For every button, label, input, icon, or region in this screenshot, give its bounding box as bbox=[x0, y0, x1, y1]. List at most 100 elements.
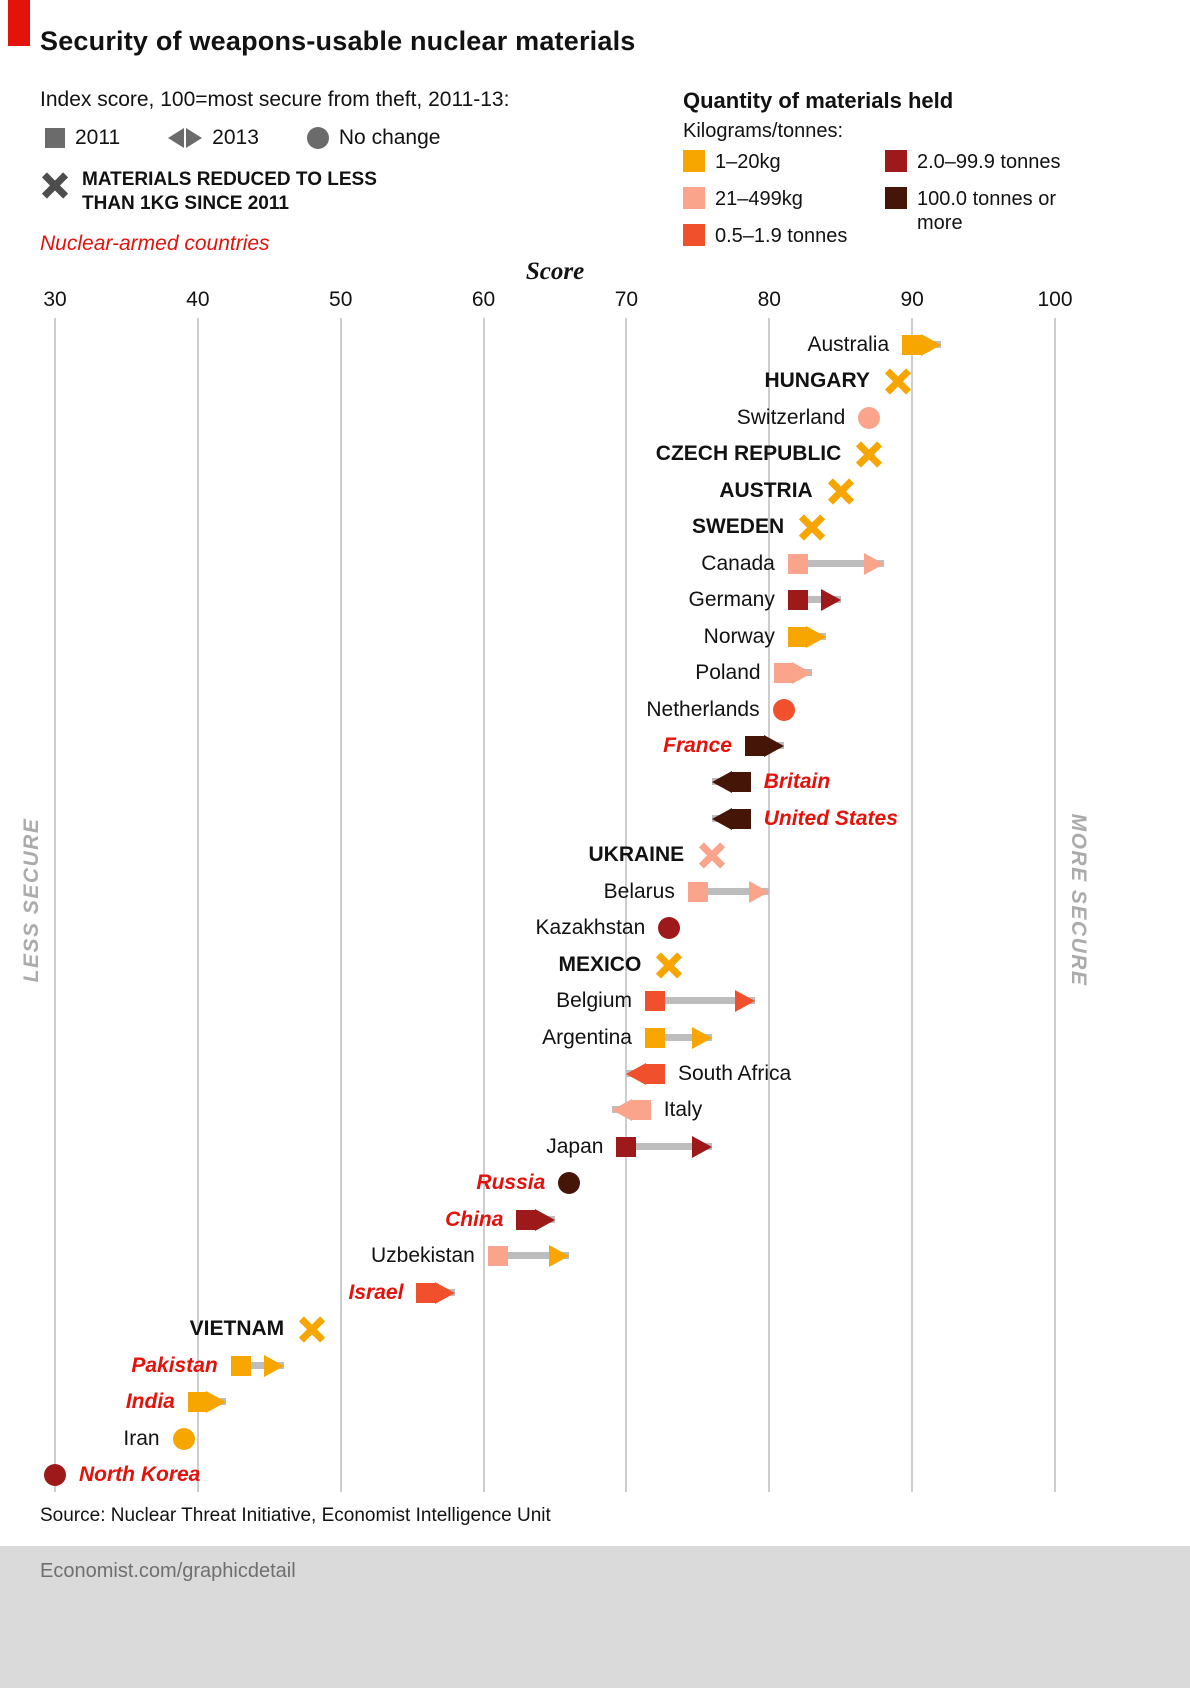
country-label-china: China bbox=[445, 1207, 504, 1231]
gridline-70 bbox=[625, 318, 628, 1492]
index-legend-title: Index score, 100=most secure from theft,… bbox=[40, 88, 510, 111]
nuclear-armed-note: Nuclear-armed countries bbox=[40, 232, 270, 255]
quantity-swatch-icon bbox=[683, 150, 705, 172]
axis-title: Score bbox=[525, 258, 585, 285]
quantity-label: 2.0–99.9 tonnes bbox=[917, 151, 1061, 173]
country-label-belgium: Belgium bbox=[556, 989, 632, 1013]
marker-reduced-x-mexico bbox=[656, 952, 682, 978]
marker-reduced-x-sweden bbox=[799, 514, 825, 540]
marker-2011-square-argentina bbox=[645, 1027, 665, 1048]
legend-no-change-label: No change bbox=[338, 126, 441, 149]
more-secure-label: MORE SECURE bbox=[1067, 813, 1090, 987]
marker-2011-square-canada bbox=[787, 553, 808, 574]
country-label-india: India bbox=[125, 1390, 175, 1414]
index-legend-row: 2011 2013 No change bbox=[45, 126, 440, 150]
marker-2011-square-uzbekistan bbox=[487, 1246, 508, 1267]
country-label-uzbekistan: Uzbekistan bbox=[370, 1244, 475, 1268]
marker-2013-arrow-india bbox=[206, 1391, 227, 1414]
marker-2013-arrow-argentina bbox=[692, 1026, 713, 1049]
quantity-legend-item-21-499kg: 21–499kg bbox=[683, 187, 803, 211]
country-label-canada: Canada bbox=[701, 551, 775, 575]
marker-2011-square-south-africa bbox=[645, 1064, 665, 1084]
marker-2013-arrow-belarus bbox=[749, 880, 770, 903]
quantity-legend-item-2-0-99-9-tonnes: 2.0–99.9 tonnes bbox=[885, 150, 1060, 174]
legend-item-2011: 2011 bbox=[45, 126, 120, 150]
arrow-right-icon bbox=[186, 128, 203, 148]
marker-2013-arrow-australia bbox=[920, 334, 941, 356]
marker-no-change-circle-north-korea bbox=[44, 1463, 66, 1486]
marker-reduced-x-ukraine bbox=[699, 842, 725, 868]
reduced-note-block: MATERIALS REDUCED TO LESS THAN 1KG SINCE… bbox=[40, 168, 377, 216]
change-connector-canada bbox=[797, 559, 884, 567]
marker-2013-arrow-poland bbox=[792, 662, 813, 685]
change-connector-germany bbox=[797, 596, 841, 604]
axis-tick-70: 70 bbox=[614, 288, 639, 311]
gridline-100 bbox=[1054, 318, 1056, 1492]
legend-2011-label: 2011 bbox=[75, 126, 121, 149]
marker-2011-square-belarus bbox=[687, 881, 708, 902]
quantity-swatch-icon bbox=[885, 150, 907, 172]
country-label-hungary: HUNGARY bbox=[764, 369, 870, 393]
country-label-south-africa: South Africa bbox=[678, 1062, 792, 1085]
marker-reduced-x-hungary bbox=[885, 368, 911, 394]
axis-tick-40: 40 bbox=[186, 288, 210, 311]
axis-tick-50: 50 bbox=[329, 288, 353, 311]
marker-2013-arrow-canada bbox=[863, 552, 884, 575]
quantity-legend-subtitle: Kilograms/tonnes: bbox=[683, 120, 844, 142]
quantity-label: 100.0 tonnes or more bbox=[917, 188, 1056, 234]
country-label-united-states: United States bbox=[763, 806, 898, 830]
change-connector-pakistan bbox=[240, 1361, 284, 1369]
country-label-mexico: MEXICO bbox=[558, 952, 642, 976]
less-secure-label: LESS SECURE bbox=[20, 817, 43, 983]
footer-url: Economist.com/graphicdetail bbox=[40, 1560, 296, 1582]
marker-2011-square-united-states bbox=[730, 808, 751, 829]
legend-item-no-change: No change bbox=[306, 126, 441, 150]
marker-2011-square-india bbox=[187, 1392, 208, 1413]
marker-2013-arrow-france bbox=[763, 734, 784, 757]
country-label-russia: Russia bbox=[476, 1171, 546, 1195]
marker-2013-arrow-israel bbox=[435, 1281, 455, 1304]
country-label-vietnam: VIETNAM bbox=[189, 1317, 285, 1341]
marker-no-change-circle-netherlands bbox=[772, 698, 795, 721]
gridline-30 bbox=[54, 318, 56, 1492]
arrow-left-icon bbox=[168, 128, 185, 148]
reduced-note-text: MATERIALS REDUCED TO LESS THAN 1KG SINCE… bbox=[82, 169, 377, 214]
square-2011-icon bbox=[45, 128, 65, 148]
gridline-90 bbox=[911, 318, 914, 1492]
quantity-label: 0.5–1.9 tonnes bbox=[715, 225, 848, 247]
marker-2013-arrow-britain bbox=[712, 771, 733, 794]
country-label-austria: AUSTRIA bbox=[719, 478, 813, 502]
quantity-swatch-icon bbox=[885, 187, 907, 209]
country-label-switzerland: Switzerland bbox=[736, 405, 846, 429]
quantity-label: 21–499kg bbox=[715, 188, 803, 210]
legend-2013-label: 2013 bbox=[212, 126, 259, 149]
gridline-60 bbox=[482, 318, 485, 1492]
change-connector-argentina bbox=[655, 1033, 713, 1041]
marker-2011-square-norway bbox=[787, 626, 808, 647]
axis-tick-80: 80 bbox=[757, 288, 781, 311]
marker-2013-arrow-china bbox=[535, 1208, 555, 1231]
legend-item-2013: 2013 bbox=[168, 126, 259, 150]
quantity-legend-item-100-0-tonnes-or-more: 100.0 tonnes or more bbox=[885, 187, 1067, 235]
footer-band: Economist.com/graphicdetail bbox=[0, 1546, 1190, 1688]
quantity-swatch-icon bbox=[683, 224, 705, 246]
country-label-italy: Italy bbox=[663, 1098, 703, 1122]
country-label-sweden: SWEDEN bbox=[691, 515, 785, 539]
marker-2011-square-germany bbox=[787, 590, 808, 611]
change-connector-japan bbox=[626, 1142, 713, 1150]
axis-tick-60: 60 bbox=[471, 288, 496, 311]
country-label-czech-republic: CZECH REPUBLIC bbox=[655, 442, 842, 466]
marker-2011-square-britain bbox=[730, 772, 751, 793]
country-label-belarus: Belarus bbox=[603, 879, 675, 903]
quantity-legend-item-1-20kg: 1–20kg bbox=[683, 150, 781, 174]
quantity-legend-item-0-5-1-9-tonnes: 0.5–1.9 tonnes bbox=[683, 224, 847, 248]
quantity-legend-title: Quantity of materials held bbox=[683, 88, 954, 113]
arrow-pair-icon bbox=[168, 128, 203, 148]
marker-2011-square-australia bbox=[902, 335, 923, 355]
country-label-norway: Norway bbox=[703, 624, 775, 648]
country-label-netherlands: Netherlands bbox=[646, 697, 760, 721]
country-label-france: France bbox=[663, 733, 732, 757]
source-note: Source: Nuclear Threat Initiative, Econo… bbox=[40, 1505, 551, 1526]
marker-2013-arrow-belgium bbox=[735, 990, 755, 1013]
change-connector-belarus bbox=[697, 887, 770, 895]
